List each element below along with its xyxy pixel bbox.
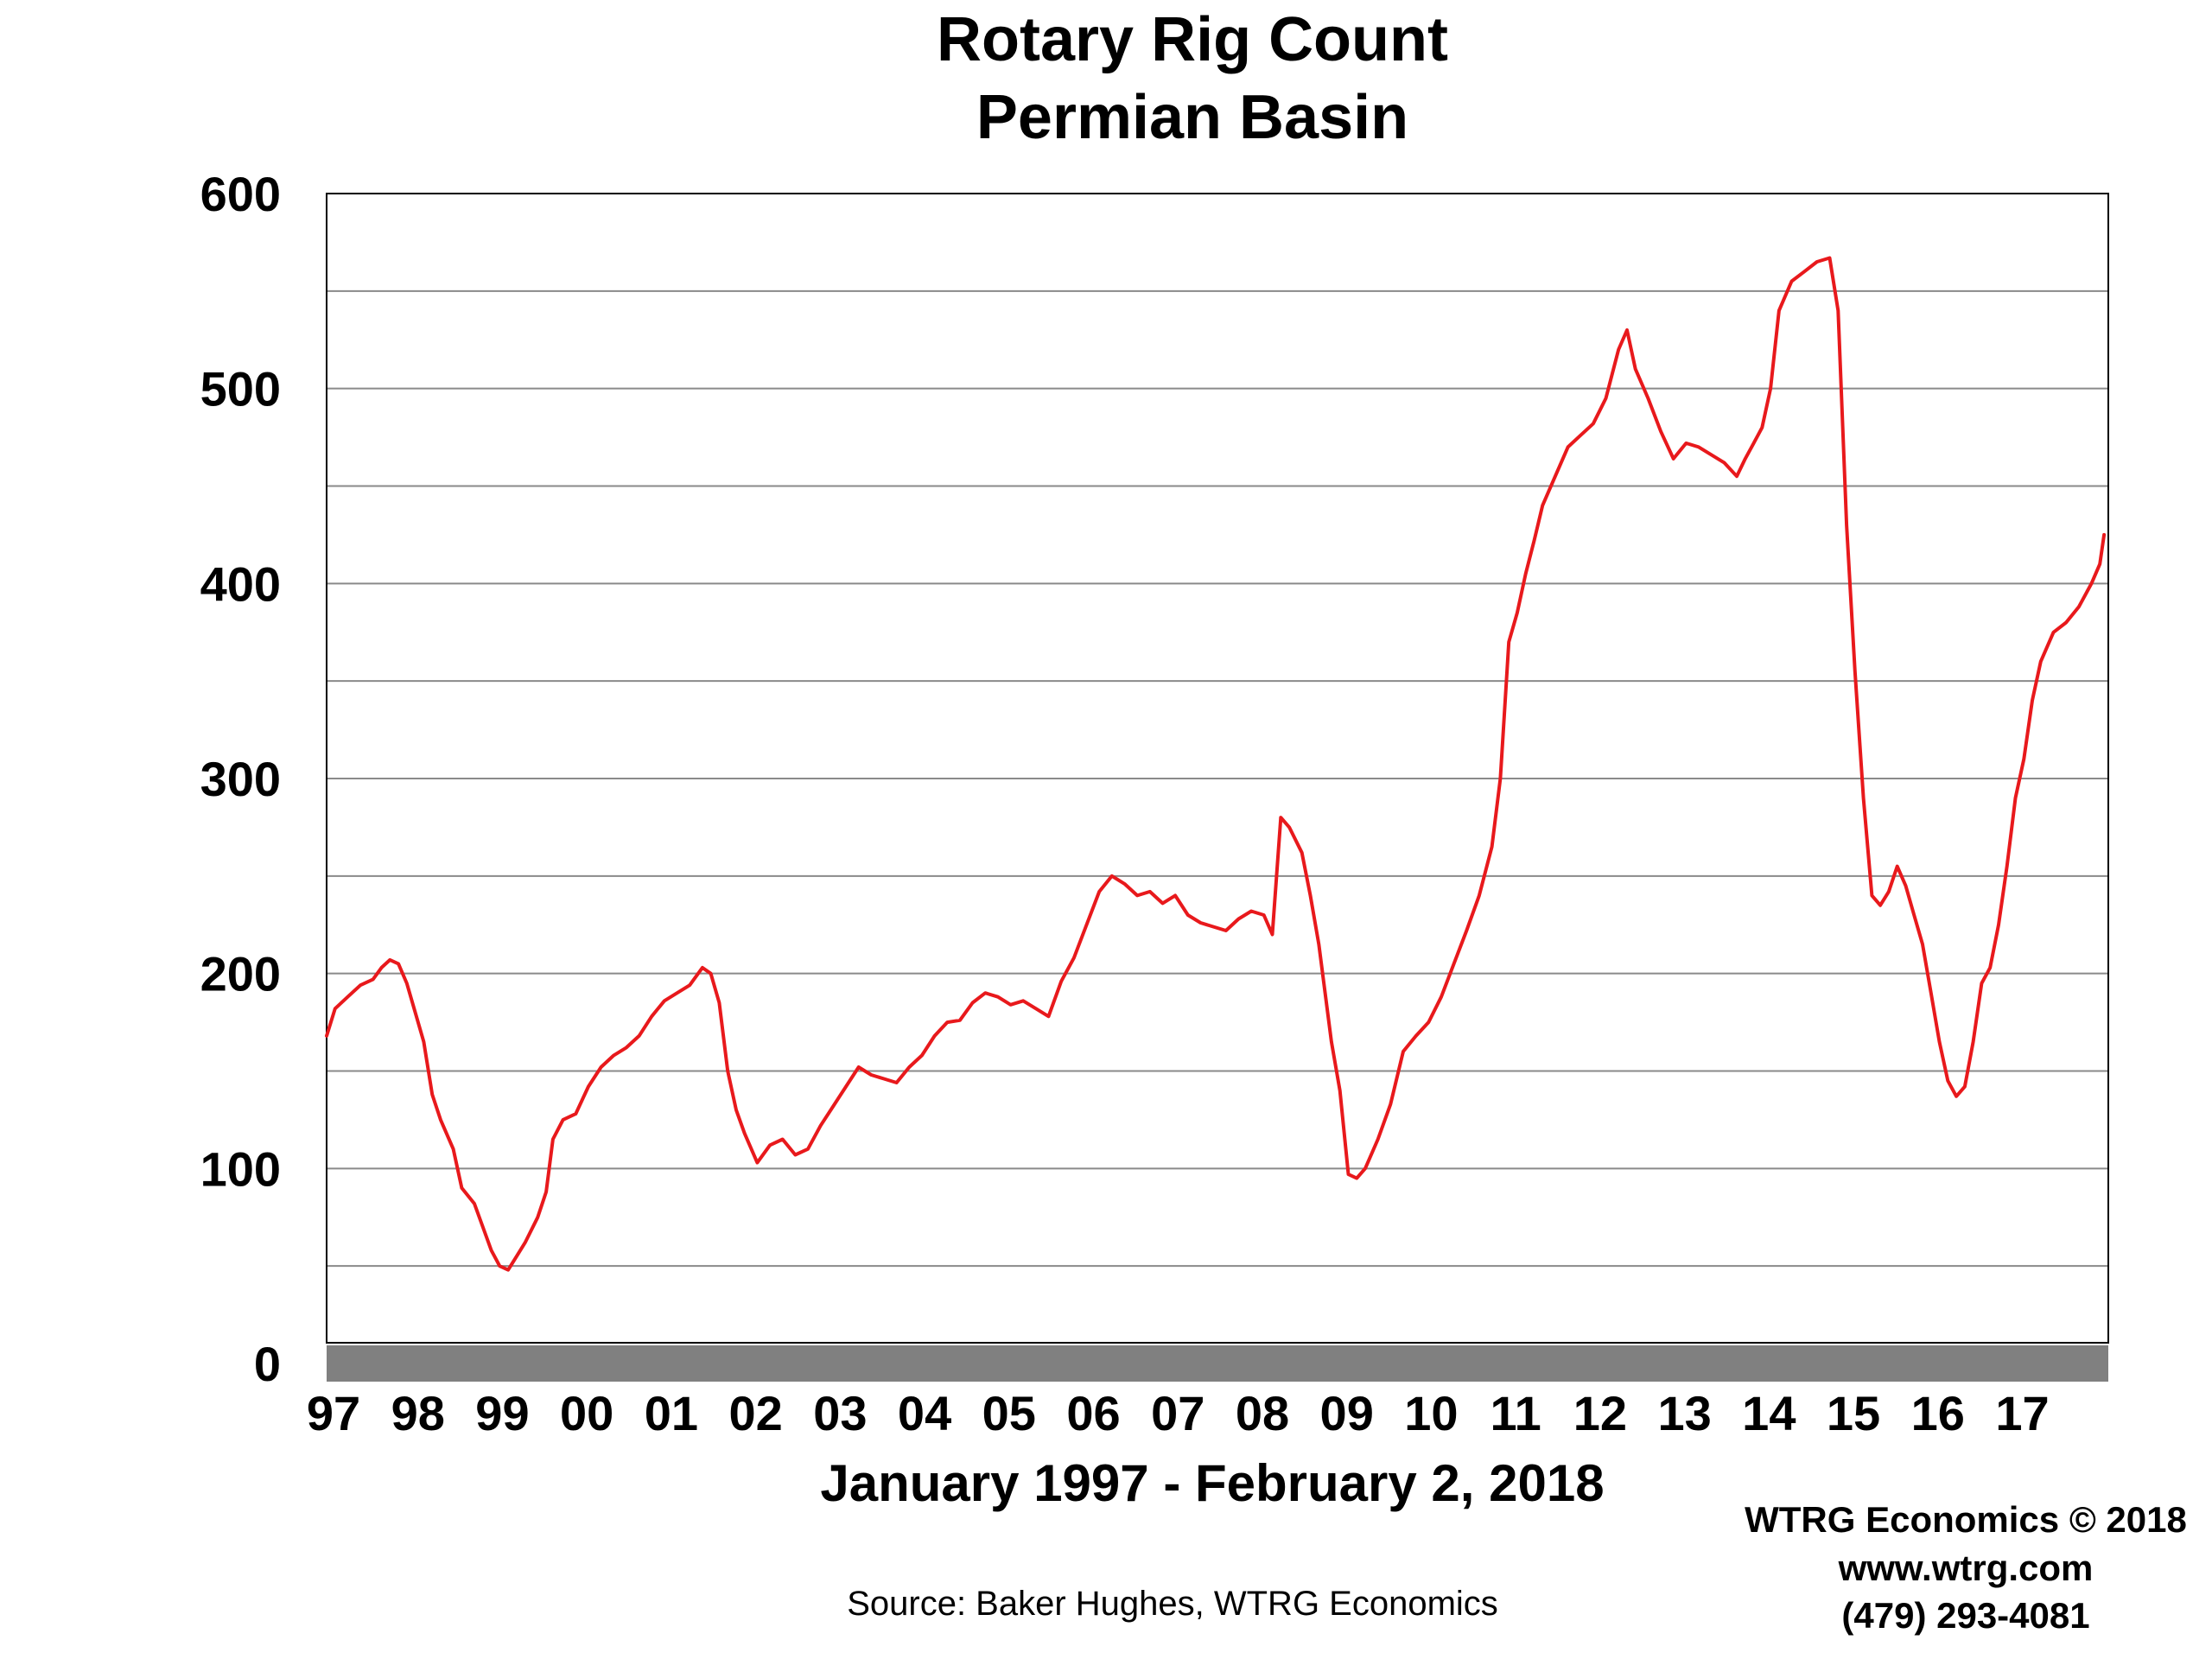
x-axis-band	[327, 1345, 2108, 1382]
y-tick-label: 500	[200, 362, 281, 416]
x-axis-label: January 1997 - February 2, 2018	[820, 1454, 1604, 1512]
footer-brand: WTRG Economics © 2018	[1745, 1499, 2187, 1540]
minor-gridlines	[327, 289, 2108, 1268]
x-tick-label: 05	[982, 1386, 1036, 1440]
footer-phone: (479) 293-4081	[1841, 1595, 2089, 1636]
x-tick-label: 01	[645, 1386, 698, 1440]
x-tick-label: 15	[1827, 1386, 1880, 1440]
x-tick-label: 09	[1320, 1386, 1374, 1440]
x-tick-label: 16	[1911, 1386, 1965, 1440]
x-tick-label: 12	[1573, 1386, 1627, 1440]
series-line	[325, 256, 2107, 1272]
y-tick-label: 400	[200, 556, 281, 611]
x-axis-tick-labels: 97 98 99 00 01 02 03 04 05 06 07 08 09 10 11 12 13 14 15 16…	[307, 1386, 2050, 1440]
x-tick-label: 07	[1151, 1386, 1205, 1440]
source-note: Source: Baker Hughes, WTRG Economics	[847, 1585, 1498, 1623]
footer-website: www.wtrg.com	[1838, 1548, 2094, 1588]
y-tick-label: 200	[200, 947, 281, 1001]
x-tick-label: 00	[560, 1386, 613, 1440]
y-tick-label: 600	[200, 167, 281, 221]
chart-title: Rotary Rig Count	[937, 5, 1448, 74]
x-tick-label: 17	[1995, 1386, 2049, 1440]
plot-frame	[326, 193, 2109, 1344]
x-tick-label: 10	[1404, 1386, 1458, 1440]
major-gridlines	[327, 387, 2108, 1170]
x-tick-label: 98	[391, 1386, 445, 1440]
y-tick-label: 300	[200, 752, 281, 806]
x-tick-label: 13	[1657, 1386, 1711, 1440]
x-tick-label: 03	[813, 1386, 867, 1440]
y-axis-tick-labels: 0 100 200 300 400 500 600	[200, 167, 281, 1391]
chart-subtitle: Permian Basin	[976, 83, 1408, 152]
x-tick-label: 04	[898, 1386, 951, 1440]
x-tick-label: 14	[1742, 1386, 1796, 1440]
x-tick-label: 06	[1066, 1386, 1120, 1440]
y-tick-label: 0	[254, 1337, 281, 1391]
x-tick-label: 97	[307, 1386, 360, 1440]
x-tick-label: 08	[1236, 1386, 1289, 1440]
x-tick-label: 99	[475, 1386, 529, 1440]
x-tick-label: 02	[728, 1386, 782, 1440]
y-tick-label: 100	[200, 1141, 281, 1196]
x-tick-label: 11	[1491, 1386, 1541, 1440]
